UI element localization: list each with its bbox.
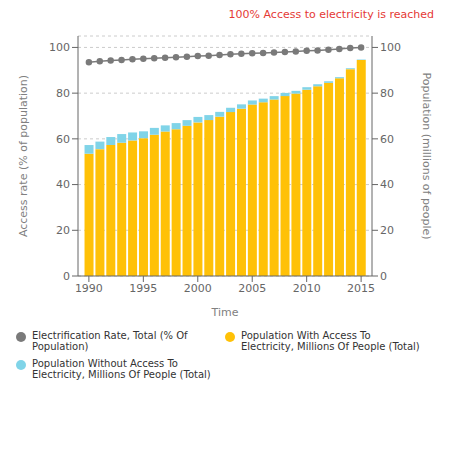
svg-text:20: 20 [56, 224, 70, 237]
svg-text:100: 100 [49, 41, 70, 54]
html-text:100% Access to electricity is: 100% Access to electricity is reached [228, 8, 434, 21]
svg-text:Time: Time [211, 306, 239, 319]
svg-text:20: 20 [380, 224, 394, 237]
svg-text:1995: 1995 [129, 282, 157, 295]
svg-text:2010: 2010 [293, 282, 321, 295]
svg-text:1990: 1990 [75, 282, 103, 295]
svg-text:2015: 2015 [347, 282, 375, 295]
svg-text:60: 60 [56, 133, 70, 146]
svg-text:60: 60 [380, 133, 394, 146]
svg-text:80: 80 [56, 87, 70, 100]
svg-text:Access rate (% of population): Access rate (% of population) [17, 75, 30, 237]
svg-text:2000: 2000 [184, 282, 212, 295]
svg-text:80: 80 [380, 87, 394, 100]
html-text:Electrification Rate, Total (%: Electrification Rate, Total (% Of Popula… [32, 330, 188, 352]
svg-text:40: 40 [56, 178, 70, 191]
svg-text:100: 100 [380, 41, 401, 54]
svg-text:40: 40 [380, 178, 394, 191]
svg-text:0: 0 [63, 270, 70, 283]
svg-text:2005: 2005 [238, 282, 266, 295]
svg-text:Population (millions of people: Population (millions of people) [420, 72, 433, 239]
html-text:Population With Access To Elec: Population With Access To Electricity, M… [241, 330, 420, 352]
html-text:Population Without Access To E: Population Without Access To Electricity… [32, 358, 211, 380]
svg-text:0: 0 [380, 270, 387, 283]
